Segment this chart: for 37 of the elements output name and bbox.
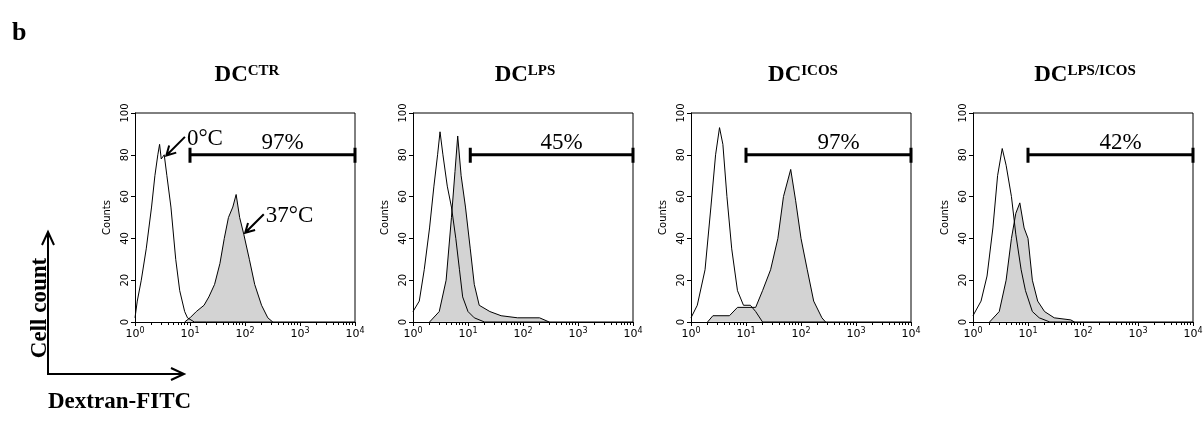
y-tick-label: 0 xyxy=(674,318,686,326)
y-tick-label: 40 xyxy=(396,232,408,245)
y-tick-label: 20 xyxy=(674,273,686,287)
y-tick-label: 0 xyxy=(956,318,968,326)
y-tick-label: 100 xyxy=(956,103,968,123)
y-tick-label: 40 xyxy=(118,232,130,245)
y-tick-label: 20 xyxy=(118,273,130,287)
y-tick-label: 60 xyxy=(118,190,130,203)
legend-label: 97% xyxy=(817,128,860,154)
y-tick-label: 80 xyxy=(396,148,408,162)
text: Cell count xyxy=(26,257,51,359)
legend-label: 97% xyxy=(261,128,304,154)
text: Dextran-FITC xyxy=(48,388,192,413)
y-tick-label: 60 xyxy=(956,190,968,203)
annotation: 37°C xyxy=(265,202,314,228)
y-tick-label: 40 xyxy=(956,232,968,245)
y-tick-label: 80 xyxy=(674,148,686,162)
legend-label: 42% xyxy=(1099,128,1142,154)
y-tick-label: 60 xyxy=(674,190,686,203)
y-axis-title: Counts xyxy=(938,200,950,235)
text: b xyxy=(12,17,27,46)
annotation: 0°C xyxy=(186,124,223,150)
y-tick-label: 100 xyxy=(674,103,686,123)
y-tick-label: 80 xyxy=(118,148,130,162)
y-axis-title: Counts xyxy=(100,200,112,235)
y-tick-label: 60 xyxy=(396,190,408,203)
y-tick-label: 20 xyxy=(956,273,968,287)
y-tick-label: 20 xyxy=(396,273,408,287)
y-tick-label: 40 xyxy=(674,232,686,245)
y-tick-label: 0 xyxy=(118,318,130,326)
y-axis-title: Counts xyxy=(378,200,390,235)
legend-label: 45% xyxy=(540,128,583,154)
y-tick-label: 80 xyxy=(956,148,968,162)
y-tick-label: 100 xyxy=(118,103,130,123)
y-tick-label: 0 xyxy=(396,318,408,326)
y-tick-label: 100 xyxy=(396,103,408,123)
y-axis-title: Counts xyxy=(656,200,668,235)
